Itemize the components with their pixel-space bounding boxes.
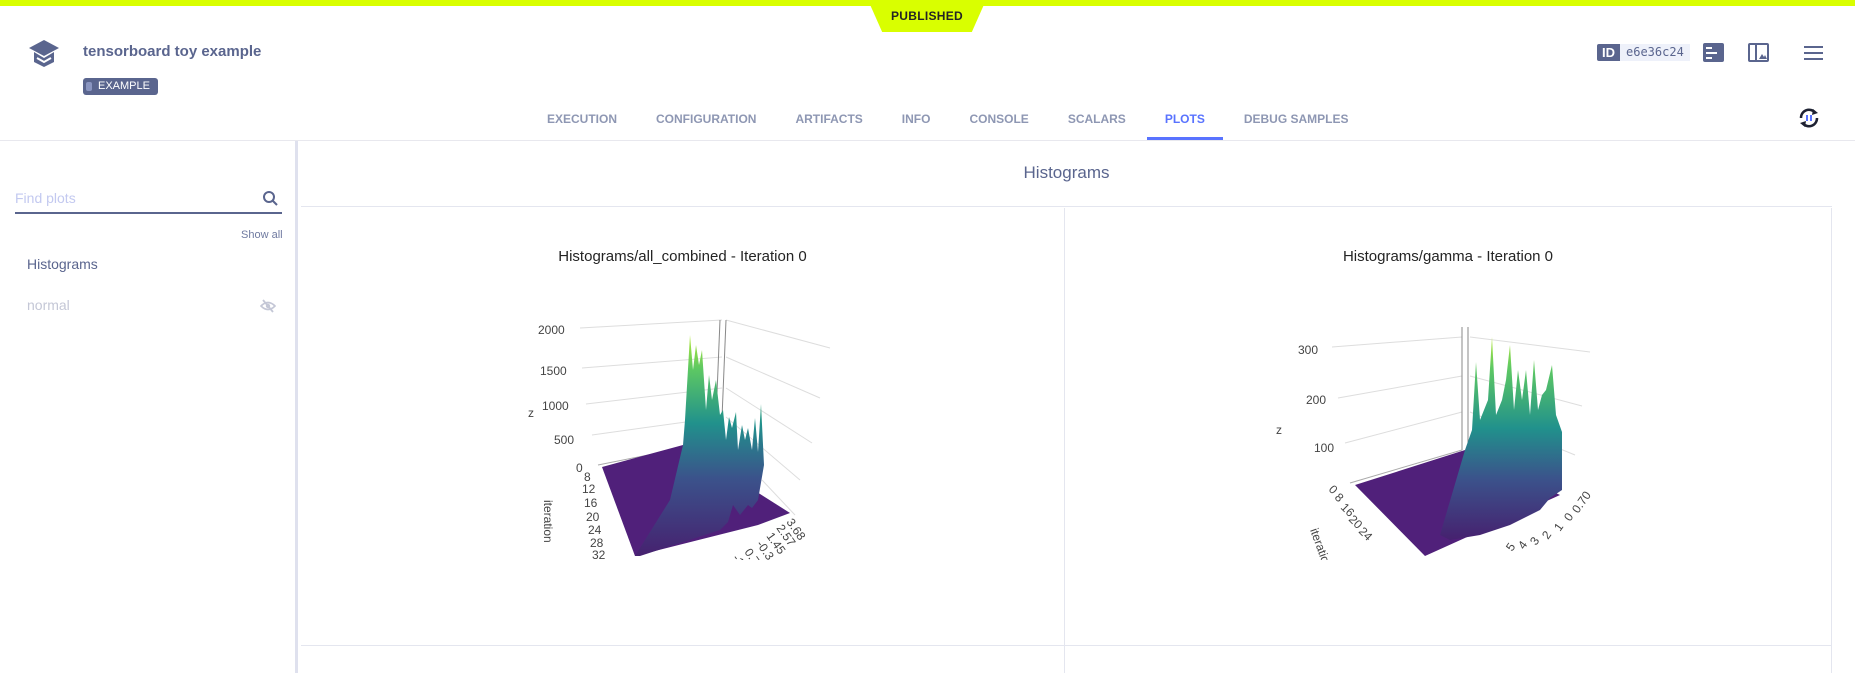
- plot-cell-all-combined: Histograms/all_combined - Iteration 0 20…: [301, 208, 1064, 646]
- tab-plots[interactable]: PLOTS: [1146, 112, 1223, 140]
- graduation-cap-icon: [29, 40, 59, 67]
- details-panel-icon[interactable]: [1703, 43, 1724, 62]
- z-tick: 0: [576, 461, 583, 475]
- z-axis-label: z: [528, 406, 534, 420]
- tab-artifacts[interactable]: ARTIFACTS: [795, 112, 863, 126]
- tab-debug-samples[interactable]: DEBUG SAMPLES: [1243, 112, 1349, 126]
- tab-info[interactable]: INFO: [901, 112, 931, 126]
- id-value: e6e36c24: [1620, 44, 1690, 61]
- task-title: tensorboard toy example: [83, 43, 262, 60]
- grid-lines: [579, 319, 831, 516]
- sidebar-item-histograms[interactable]: Histograms: [27, 256, 98, 272]
- z-axis-label: z: [1276, 423, 1282, 437]
- iteration-tick: 20: [586, 510, 600, 524]
- surface-plot-gamma[interactable]: 300 200 100 z iteration 0 8 16 20 24 5 4…: [1250, 300, 1670, 560]
- find-plots-input[interactable]: [15, 188, 235, 206]
- z-tick-labels: 2000 1500 1000 500 0: [538, 323, 583, 475]
- x-tick: -1: [730, 552, 748, 560]
- tab-console[interactable]: CONSOLE: [969, 112, 1029, 126]
- plots-sidebar: [0, 141, 298, 673]
- menu-icon[interactable]: [1803, 43, 1824, 62]
- auto-refresh-pause-icon[interactable]: [1797, 106, 1821, 130]
- header-divider: [0, 140, 1855, 141]
- tab-execution[interactable]: EXECUTION: [547, 112, 618, 126]
- x-tick: 2: [1539, 528, 1554, 542]
- search-icon[interactable]: [262, 190, 278, 206]
- sidebar-item-normal[interactable]: normal: [27, 297, 70, 313]
- find-plots-field[interactable]: [15, 188, 282, 214]
- plot-title: Histograms/gamma - Iteration 0: [1342, 248, 1554, 265]
- id-label: ID: [1597, 44, 1620, 61]
- tab-configuration[interactable]: CONFIGURATION: [656, 112, 757, 126]
- show-all-link[interactable]: Show all: [241, 229, 283, 241]
- z-tick: 300: [1298, 343, 1318, 357]
- iteration-tick: 24: [588, 523, 602, 537]
- published-status-badge: PUBLISHED: [868, 0, 986, 32]
- plot-divider: [1064, 208, 1065, 673]
- z-tick: 500: [554, 433, 574, 447]
- iteration-tick: 28: [590, 536, 604, 550]
- layout-view-icon[interactable]: [1748, 43, 1769, 62]
- surface-peaks: [1440, 337, 1562, 540]
- plot-divider: [1831, 208, 1832, 673]
- iteration-tick: 8: [584, 470, 591, 484]
- z-tick: 2000: [538, 323, 565, 337]
- iteration-axis-label: iteration: [1307, 526, 1335, 560]
- iteration-tick-labels: 8 12 16 20 24 28 32: [582, 470, 606, 560]
- plot-title: Histograms/all_combined - Iteration 0: [558, 248, 807, 265]
- task-id[interactable]: ID e6e36c24: [1597, 44, 1690, 61]
- tag-badge[interactable]: EXAMPLE: [83, 78, 158, 95]
- x-tick: 1: [1551, 520, 1566, 534]
- z-tick: 1000: [542, 399, 569, 413]
- iteration-tick: 32: [592, 548, 606, 560]
- iteration-tick: 12: [582, 482, 596, 496]
- z-tick: 100: [1314, 441, 1334, 455]
- iteration-axis-label: iteration: [541, 500, 555, 543]
- x-tick: 0.70: [1569, 488, 1594, 515]
- z-tick: 1500: [540, 364, 567, 378]
- plot-cell-gamma: Histograms/gamma - Iteration 0 300 200 1…: [1065, 208, 1831, 646]
- eye-hidden-icon[interactable]: [260, 299, 276, 313]
- z-tick-labels: 300 200 100: [1298, 343, 1334, 455]
- surface-peaks: [635, 335, 764, 556]
- section-title: Histograms: [301, 141, 1832, 207]
- tab-bar: EXECUTION CONFIGURATION ARTIFACTS INFO C…: [547, 112, 1388, 140]
- iteration-tick: 16: [584, 496, 598, 510]
- surface-plot-all-combined[interactable]: 2000 1500 1000 500 0 z iteration 8 12 16…: [500, 300, 900, 560]
- tab-scalars[interactable]: SCALARS: [1067, 112, 1126, 126]
- z-tick: 200: [1306, 393, 1326, 407]
